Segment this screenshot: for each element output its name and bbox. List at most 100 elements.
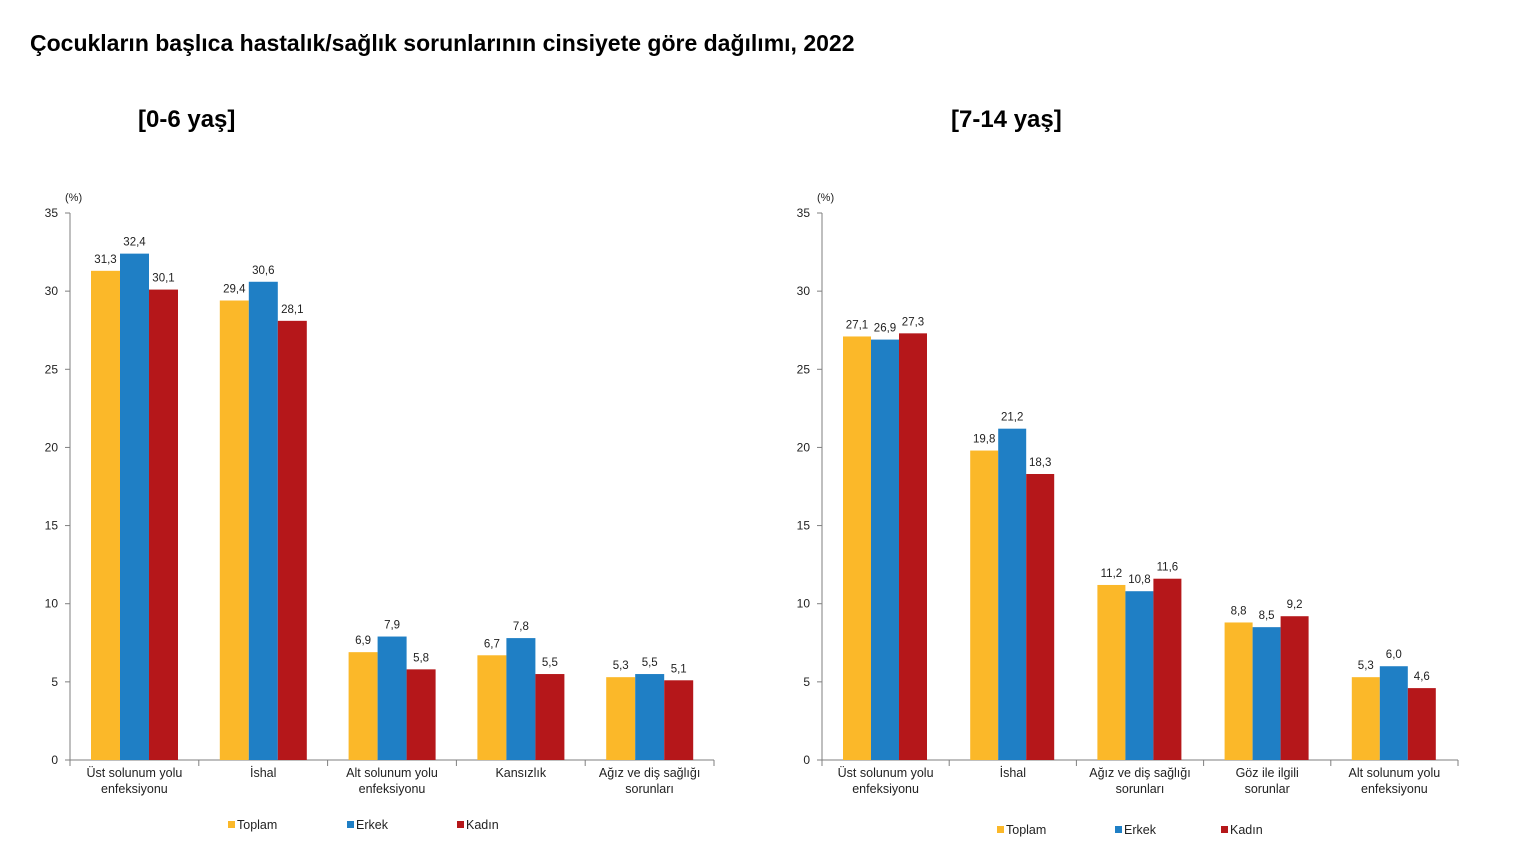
data-label: 21,2 xyxy=(1001,412,1023,424)
y-tick-label: 15 xyxy=(797,519,811,533)
bar-toplam xyxy=(1097,584,1126,760)
data-label: 30,1 xyxy=(152,273,174,285)
category-label: sorunlar xyxy=(1245,782,1290,796)
bar-erkek xyxy=(377,636,407,760)
chart-title-7-14: [7-14 yaş] xyxy=(951,106,1062,133)
data-label: 7,8 xyxy=(513,621,529,633)
category-label: Kansızlık xyxy=(495,766,546,780)
data-label: 5,5 xyxy=(542,657,558,669)
legend-swatch xyxy=(457,821,464,828)
data-label: 5,5 xyxy=(642,657,658,669)
bar-kadın xyxy=(149,289,178,760)
bar-kadın xyxy=(1407,688,1436,760)
bar-toplam xyxy=(219,300,249,760)
data-label: 29,4 xyxy=(223,284,246,296)
bar-erkek xyxy=(871,339,899,760)
data-label: 7,9 xyxy=(384,620,400,632)
legend-label: Toplam xyxy=(237,818,277,832)
bar-erkek xyxy=(1125,591,1154,760)
category-label: Üst solunum yolu xyxy=(838,766,934,780)
bar-toplam xyxy=(348,652,378,760)
data-label: 4,6 xyxy=(1414,671,1430,683)
bar-kadın xyxy=(1280,616,1309,760)
category-label: enfeksiyonu xyxy=(1361,782,1428,796)
y-tick-label: 10 xyxy=(797,597,811,611)
category-label: Alt solunum yolu xyxy=(346,766,438,780)
data-label: 27,1 xyxy=(846,319,868,331)
y-tick-label: 30 xyxy=(797,284,811,298)
category-label: sorunları xyxy=(625,782,674,796)
bar-toplam xyxy=(1224,622,1253,760)
category-label: İshal xyxy=(1000,766,1026,780)
y-tick-label: 35 xyxy=(797,206,811,220)
y-tick-label: 15 xyxy=(45,519,59,533)
bar-erkek xyxy=(248,281,278,760)
legend-label: Kadın xyxy=(1230,823,1263,837)
data-label: 18,3 xyxy=(1029,457,1051,469)
bar-erkek xyxy=(998,428,1027,760)
bar-toplam xyxy=(843,336,871,760)
data-label: 6,0 xyxy=(1386,649,1402,661)
y-tick-label: 20 xyxy=(797,440,811,454)
data-label: 26,9 xyxy=(874,323,896,335)
bar-kadın xyxy=(1026,473,1055,760)
bar-kadın xyxy=(1153,578,1182,760)
bar-kadın xyxy=(406,669,436,760)
data-label: 5,1 xyxy=(671,663,687,675)
data-label: 11,2 xyxy=(1101,568,1123,580)
bar-erkek xyxy=(1379,666,1408,760)
category-label: Ağız ve diş sağlığı xyxy=(1089,766,1190,780)
bar-chart-0-6: 0 5 10 15 20 25 30 35 (%) 31,3 32,4 30,1 Üst solunum… xyxy=(45,192,715,832)
legend-label: Erkek xyxy=(356,818,389,832)
category-label: Üst solunum yolu xyxy=(86,766,182,780)
bar-toplam xyxy=(970,450,999,760)
bar-chart-7-14: 0 5 10 15 20 25 30 35 (%) 27,1 26,9 27,3 Üst solunum… xyxy=(797,192,1459,837)
bar-erkek xyxy=(1252,627,1281,760)
category-label: sorunları xyxy=(1116,782,1165,796)
bar-erkek xyxy=(635,674,665,760)
data-label: 8,5 xyxy=(1259,610,1275,622)
y-unit-label: (%) xyxy=(65,192,82,204)
legend-swatch xyxy=(228,821,235,828)
bar-erkek xyxy=(506,638,536,760)
data-label: 6,7 xyxy=(484,638,500,650)
y-tick-label: 35 xyxy=(45,206,59,220)
data-label: 28,1 xyxy=(281,304,303,316)
bar-toplam xyxy=(477,655,507,760)
bar-erkek xyxy=(120,253,149,761)
data-label: 27,3 xyxy=(902,316,924,328)
data-label: 19,8 xyxy=(973,434,995,446)
y-tick-label: 25 xyxy=(797,362,811,376)
legend-swatch xyxy=(997,826,1004,833)
bar-kadın xyxy=(277,320,307,760)
y-tick-label: 10 xyxy=(45,597,59,611)
y-tick-label: 5 xyxy=(803,675,810,689)
bar-kadın xyxy=(535,674,565,760)
category-label: enfeksiyonu xyxy=(101,782,168,796)
bar-kadın xyxy=(899,333,927,760)
category-label: İshal xyxy=(250,766,276,780)
y-tick-label: 20 xyxy=(45,440,59,454)
y-tick-label: 0 xyxy=(51,753,58,767)
category-label: Göz ile ilgili xyxy=(1236,766,1299,780)
legend-label: Erkek xyxy=(1124,823,1157,837)
data-label: 32,4 xyxy=(123,237,146,249)
data-label: 5,3 xyxy=(613,660,629,672)
bar-toplam xyxy=(91,270,120,760)
legend-label: Kadın xyxy=(466,818,499,832)
y-tick-label: 0 xyxy=(803,753,810,767)
y-tick-label: 25 xyxy=(45,362,59,376)
data-label: 6,9 xyxy=(355,635,371,647)
page-title: Çocukların başlıca hastalık/sağlık sorun… xyxy=(30,30,855,56)
category-label: Alt solunum yolu xyxy=(1349,766,1441,780)
legend-swatch xyxy=(1115,826,1122,833)
y-unit-label: (%) xyxy=(817,192,834,204)
data-label: 11,6 xyxy=(1157,562,1179,574)
bar-toplam xyxy=(1351,677,1380,760)
data-label: 10,8 xyxy=(1128,574,1150,586)
legend-swatch xyxy=(1221,826,1228,833)
data-label: 31,3 xyxy=(94,254,116,266)
y-tick-label: 30 xyxy=(45,284,59,298)
bar-kadın xyxy=(664,680,694,760)
data-label: 5,8 xyxy=(413,652,429,664)
